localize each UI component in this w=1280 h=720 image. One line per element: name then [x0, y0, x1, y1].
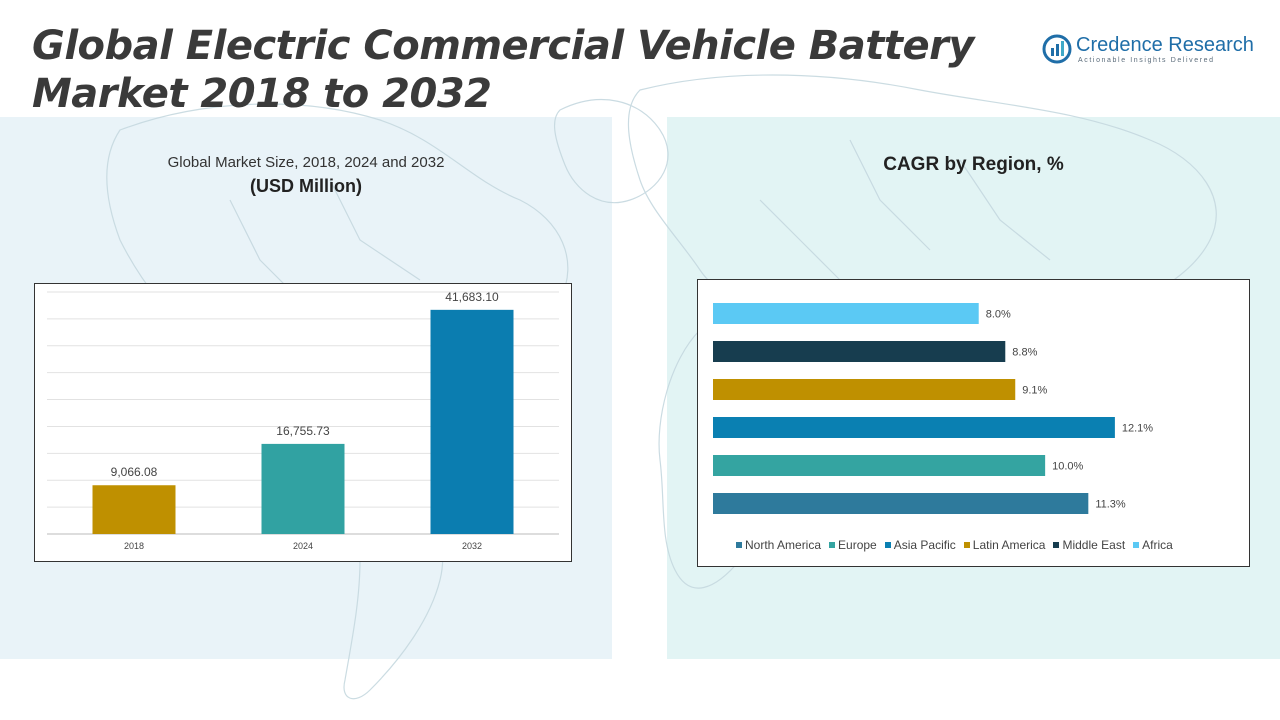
title-line-2: Market 2018 to 2032: [32, 71, 492, 117]
bar-middle-east: [713, 341, 1006, 362]
bar-africa: [713, 303, 979, 324]
bar-2018: [92, 485, 176, 534]
title-line-1: Global Electric Commercial Vehicle Batte…: [32, 23, 974, 69]
bar-north-america: [713, 493, 1089, 514]
cagr-legend: North America Europe Asia Pacific Latin Ame…: [736, 538, 1173, 552]
bar-value-label: 10.0%: [1052, 461, 1083, 473]
bar-europe: [713, 455, 1046, 476]
legend-item: Middle East: [1053, 538, 1125, 552]
legend-swatch: [884, 542, 891, 548]
bar-2032: [430, 309, 514, 534]
cagr-chart-title: CAGR by Region, %: [883, 154, 1064, 175]
x-tick-label: 2032: [462, 541, 482, 551]
legend-label: Latin America: [972, 538, 1046, 552]
legend-label: North America: [745, 538, 822, 552]
bar-value-label: 41,683.10: [445, 290, 499, 304]
bar-value-label: 12.1%: [1122, 423, 1153, 435]
bar-value-label: 16,755.73: [276, 424, 330, 438]
legend-swatch: [736, 542, 742, 548]
market-size-chart-unit: (USD Million): [250, 176, 362, 196]
cagr-bar-chart: 8.0% 8.8% 9.1% 12.1% 10.0% 11.3%: [713, 303, 1153, 514]
bar-2024: [261, 443, 345, 534]
legend-item: Africa: [1133, 538, 1173, 552]
cagr-chart-frame: 8.0% 8.8% 9.1% 12.1% 10.0% 11.3%: [697, 279, 1250, 567]
logo-name: Credence Research: [1076, 34, 1254, 56]
legend-item: Asia Pacific: [884, 538, 956, 552]
legend-label: Africa: [1142, 538, 1173, 552]
credence-research-logo: Credence Research Actionable Insights De…: [1040, 32, 1260, 72]
market-size-chart-frame: 9,066.08 2018 16,755.73 2024 41,683.10 2032: [34, 283, 572, 562]
page-title: Global Electric Commercial Vehicle Batte…: [32, 22, 974, 118]
bar-value-label: 9.1%: [1022, 385, 1047, 397]
logo-icon: [1042, 34, 1072, 64]
legend-label: Asia Pacific: [893, 538, 956, 552]
bar-asia-pacific: [713, 417, 1115, 438]
legend-label: Middle East: [1062, 538, 1126, 552]
market-size-bar-chart: 9,066.08 2018 16,755.73 2024 41,683.10 2032: [47, 290, 559, 551]
legend-swatch: [829, 542, 836, 548]
legend-item: North America: [736, 538, 821, 552]
legend-item: Latin America: [963, 538, 1046, 552]
logo-tagline: Actionable Insights Delivered: [1078, 57, 1215, 64]
x-tick-label: 2024: [293, 541, 313, 551]
x-tick-label: 2018: [124, 541, 144, 551]
bar-value-label: 8.8%: [1012, 347, 1037, 359]
market-size-chart-title: Global Market Size, 2018, 2024 and 2032: [167, 154, 445, 171]
bar-latin-america: [713, 379, 1016, 400]
legend-swatch: [963, 542, 970, 548]
bar-value-label: 11.3%: [1095, 499, 1126, 511]
legend-item: Europe: [829, 538, 877, 552]
bar-value-label: 8.0%: [986, 309, 1011, 321]
legend-swatch: [1053, 542, 1060, 548]
legend-swatch: [1133, 542, 1140, 548]
legend-label: Europe: [838, 538, 877, 552]
bar-value-label: 9,066.08: [111, 465, 158, 479]
